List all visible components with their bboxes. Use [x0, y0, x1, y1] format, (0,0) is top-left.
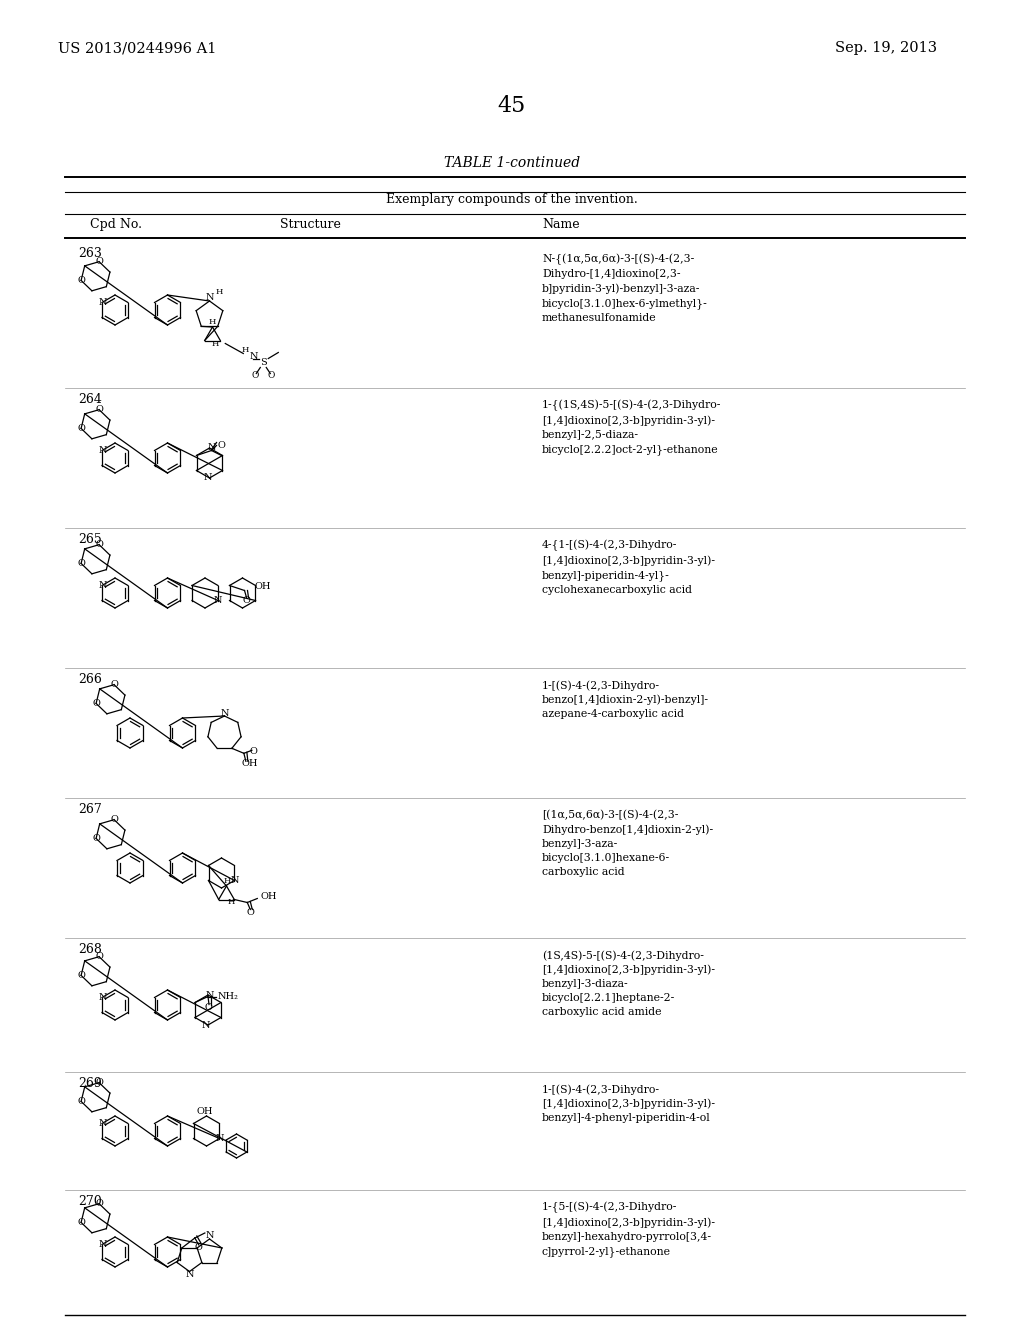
- Text: N: N: [98, 446, 108, 455]
- Text: O: O: [95, 1199, 103, 1208]
- Text: O: O: [95, 257, 103, 267]
- Text: O: O: [95, 1078, 103, 1088]
- Text: N: N: [205, 1232, 214, 1241]
- Text: N: N: [202, 1020, 210, 1030]
- Text: N: N: [98, 1239, 108, 1249]
- Text: Name: Name: [542, 218, 580, 231]
- Text: O: O: [195, 1243, 203, 1253]
- Text: O: O: [243, 597, 251, 605]
- Text: O: O: [250, 747, 258, 756]
- Text: N: N: [220, 709, 228, 718]
- Text: H: H: [224, 876, 231, 884]
- Text: N: N: [205, 293, 214, 302]
- Text: O: O: [77, 972, 85, 979]
- Text: 270: 270: [78, 1195, 101, 1208]
- Text: 45: 45: [498, 95, 526, 117]
- Text: Sep. 19, 2013: Sep. 19, 2013: [835, 41, 937, 55]
- Text: N: N: [185, 1270, 194, 1279]
- Text: O: O: [77, 558, 85, 568]
- Text: 264: 264: [78, 393, 102, 407]
- Text: O: O: [217, 441, 225, 450]
- Text: (1S,4S)-5-[(S)-4-(2,3-Dihydro-
[1,4]dioxino[2,3-b]pyridin-3-yl)-
benzyl]-3-diaza: (1S,4S)-5-[(S)-4-(2,3-Dihydro- [1,4]diox…: [542, 950, 715, 1018]
- Text: O: O: [77, 1097, 85, 1106]
- Text: O: O: [92, 834, 100, 843]
- Text: O: O: [111, 680, 118, 689]
- Text: 4-{1-[(S)-4-(2,3-Dihydro-
[1,4]dioxino[2,3-b]pyridin-3-yl)-
benzyl]-piperidin-4-: 4-{1-[(S)-4-(2,3-Dihydro- [1,4]dioxino[2…: [542, 540, 715, 595]
- Text: N: N: [98, 581, 108, 590]
- Text: O: O: [95, 952, 103, 961]
- Text: H: H: [209, 318, 216, 326]
- Text: 269: 269: [78, 1077, 101, 1090]
- Text: O: O: [77, 276, 85, 285]
- Text: N: N: [98, 1119, 108, 1129]
- Text: 267: 267: [78, 803, 101, 816]
- Text: O: O: [77, 424, 85, 433]
- Text: N: N: [98, 298, 108, 308]
- Text: 266: 266: [78, 673, 102, 686]
- Text: N: N: [230, 876, 239, 884]
- Text: 1-[(S)-4-(2,3-Dihydro-
benzo[1,4]dioxin-2-yl)-benzyl]-
azepane-4-carboxylic acid: 1-[(S)-4-(2,3-Dihydro- benzo[1,4]dioxin-…: [542, 680, 709, 719]
- Text: N: N: [207, 444, 216, 453]
- Text: O: O: [95, 540, 103, 549]
- Text: 1-[(S)-4-(2,3-Dihydro-
[1,4]dioxino[2,3-b]pyridin-3-yl)-
benzyl]-4-phenyl-piperi: 1-[(S)-4-(2,3-Dihydro- [1,4]dioxino[2,3-…: [542, 1084, 715, 1123]
- Text: 268: 268: [78, 942, 102, 956]
- Text: N: N: [214, 597, 222, 605]
- Text: 1-{5-[(S)-4-(2,3-Dihydro-
[1,4]dioxino[2,3-b]pyridin-3-yl)-
benzyl]-hexahydro-py: 1-{5-[(S)-4-(2,3-Dihydro- [1,4]dioxino[2…: [542, 1203, 715, 1257]
- Text: OH: OH: [197, 1107, 213, 1115]
- Text: N: N: [215, 1134, 223, 1143]
- Text: Cpd No.: Cpd No.: [90, 218, 142, 231]
- Text: OH: OH: [242, 759, 258, 768]
- Text: O: O: [92, 698, 100, 708]
- Text: N-{(1α,5α,6α)-3-[(S)-4-(2,3-
Dihydro-[1,4]dioxino[2,3-
b]pyridin-3-yl)-benzyl]-3: N-{(1α,5α,6α)-3-[(S)-4-(2,3- Dihydro-[1,…: [542, 253, 708, 323]
- Text: 263: 263: [78, 247, 102, 260]
- Text: 1-{(1S,4S)-5-[(S)-4-(2,3-Dihydro-
[1,4]dioxino[2,3-b]pyridin-3-yl)-
benzyl]-2,5-: 1-{(1S,4S)-5-[(S)-4-(2,3-Dihydro- [1,4]d…: [542, 400, 721, 455]
- Text: S: S: [260, 358, 266, 367]
- Text: O: O: [111, 816, 118, 824]
- Text: Exemplary compounds of the invention.: Exemplary compounds of the invention.: [386, 193, 638, 206]
- Text: OH: OH: [260, 892, 276, 902]
- Text: [(1α,5α,6α)-3-[(S)-4-(2,3-
Dihydro-benzo[1,4]dioxin-2-yl)-
benzyl]-3-aza-
bicycl: [(1α,5α,6α)-3-[(S)-4-(2,3- Dihydro-benzo…: [542, 810, 713, 878]
- Text: 265: 265: [78, 533, 101, 546]
- Text: H: H: [227, 899, 234, 907]
- Text: N: N: [249, 352, 258, 360]
- Text: OH: OH: [255, 582, 271, 591]
- Text: O: O: [252, 371, 259, 380]
- Text: NH₂: NH₂: [218, 993, 239, 1001]
- Text: H: H: [212, 339, 219, 347]
- Text: H: H: [216, 288, 223, 296]
- Text: H: H: [242, 346, 249, 355]
- Text: Structure: Structure: [280, 218, 340, 231]
- Text: O: O: [77, 1218, 85, 1226]
- Text: O: O: [204, 1003, 212, 1012]
- Text: O: O: [247, 908, 254, 917]
- Text: N: N: [203, 474, 212, 483]
- Text: N: N: [206, 990, 214, 999]
- Text: O: O: [95, 405, 103, 414]
- Text: US 2013/0244996 A1: US 2013/0244996 A1: [58, 41, 216, 55]
- Text: O: O: [267, 371, 275, 380]
- Text: TABLE 1-continued: TABLE 1-continued: [444, 156, 580, 170]
- Text: N: N: [98, 993, 108, 1002]
